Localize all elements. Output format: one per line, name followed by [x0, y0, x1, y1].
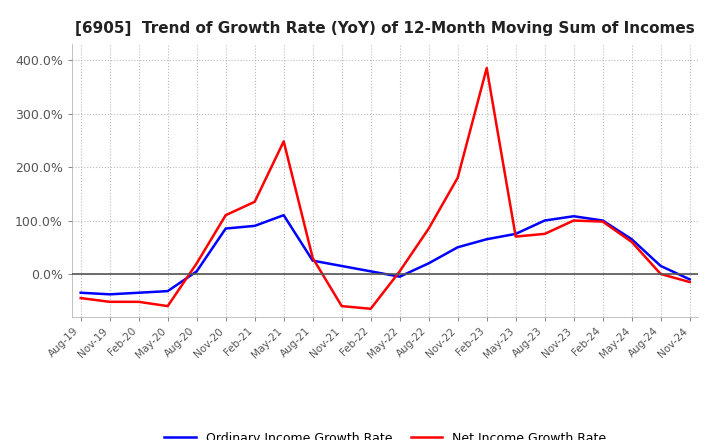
Net Income Growth Rate	[308, 255, 317, 260]
Ordinary Income Growth Rate	[338, 264, 346, 269]
Net Income Growth Rate	[598, 219, 607, 224]
Ordinary Income Growth Rate	[308, 258, 317, 263]
Net Income Growth Rate	[163, 304, 172, 309]
Ordinary Income Growth Rate	[424, 260, 433, 266]
Ordinary Income Growth Rate	[105, 292, 114, 297]
Net Income Growth Rate	[251, 199, 259, 205]
Net Income Growth Rate	[279, 139, 288, 144]
Ordinary Income Growth Rate	[627, 237, 636, 242]
Net Income Growth Rate	[338, 304, 346, 309]
Line: Net Income Growth Rate: Net Income Growth Rate	[81, 68, 690, 309]
Ordinary Income Growth Rate	[657, 264, 665, 269]
Net Income Growth Rate	[105, 299, 114, 304]
Ordinary Income Growth Rate	[366, 269, 375, 274]
Ordinary Income Growth Rate	[221, 226, 230, 231]
Ordinary Income Growth Rate	[135, 290, 143, 295]
Net Income Growth Rate	[685, 279, 694, 285]
Net Income Growth Rate	[570, 218, 578, 223]
Ordinary Income Growth Rate	[598, 218, 607, 223]
Ordinary Income Growth Rate	[685, 277, 694, 282]
Ordinary Income Growth Rate	[511, 231, 520, 237]
Net Income Growth Rate	[454, 175, 462, 180]
Ordinary Income Growth Rate	[76, 290, 85, 295]
Ordinary Income Growth Rate	[163, 289, 172, 294]
Net Income Growth Rate	[366, 306, 375, 312]
Net Income Growth Rate	[482, 66, 491, 71]
Ordinary Income Growth Rate	[482, 237, 491, 242]
Ordinary Income Growth Rate	[192, 269, 201, 274]
Title: [6905]  Trend of Growth Rate (YoY) of 12-Month Moving Sum of Incomes: [6905] Trend of Growth Rate (YoY) of 12-…	[76, 21, 695, 36]
Net Income Growth Rate	[221, 213, 230, 218]
Net Income Growth Rate	[395, 269, 404, 274]
Ordinary Income Growth Rate	[541, 218, 549, 223]
Net Income Growth Rate	[424, 226, 433, 231]
Net Income Growth Rate	[627, 239, 636, 245]
Ordinary Income Growth Rate	[279, 213, 288, 218]
Ordinary Income Growth Rate	[395, 274, 404, 279]
Ordinary Income Growth Rate	[251, 223, 259, 228]
Net Income Growth Rate	[135, 299, 143, 304]
Ordinary Income Growth Rate	[570, 213, 578, 219]
Legend: Ordinary Income Growth Rate, Net Income Growth Rate: Ordinary Income Growth Rate, Net Income …	[159, 427, 611, 440]
Net Income Growth Rate	[76, 295, 85, 301]
Net Income Growth Rate	[657, 271, 665, 277]
Line: Ordinary Income Growth Rate: Ordinary Income Growth Rate	[81, 215, 690, 294]
Net Income Growth Rate	[511, 234, 520, 239]
Net Income Growth Rate	[192, 260, 201, 266]
Net Income Growth Rate	[541, 231, 549, 237]
Ordinary Income Growth Rate	[454, 245, 462, 250]
